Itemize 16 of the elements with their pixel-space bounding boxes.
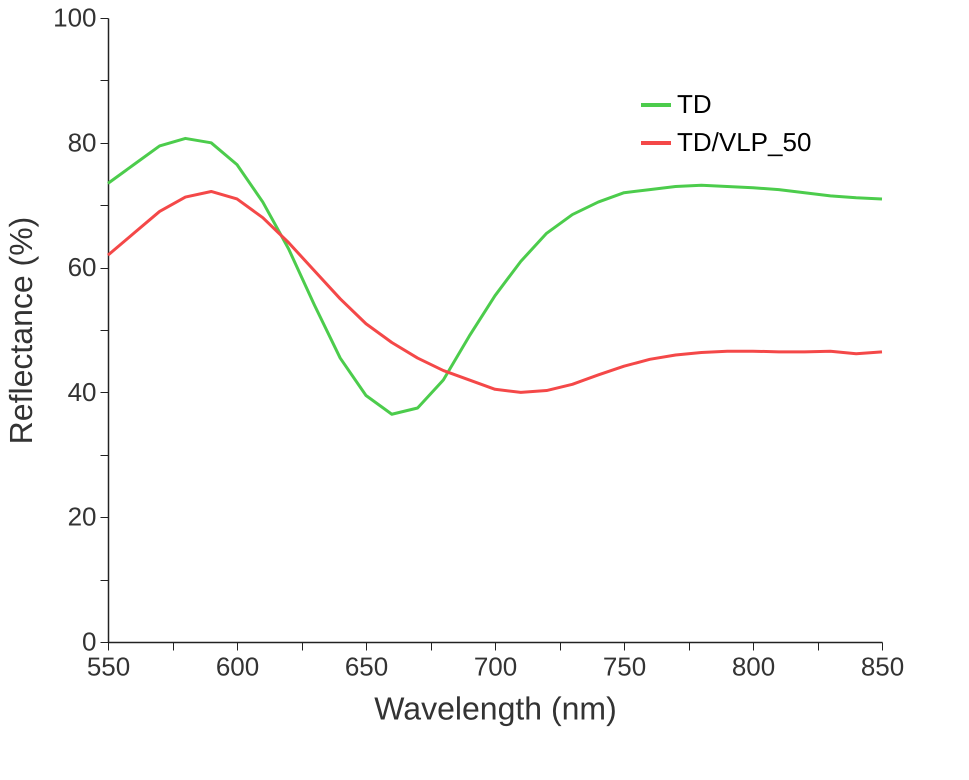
y-tick-label: 80 xyxy=(68,127,96,158)
x-tick-label: 600 xyxy=(216,652,260,682)
y-tick-label: 100 xyxy=(53,2,96,32)
x-tick-label: 700 xyxy=(474,652,518,682)
x-tick-label: 650 xyxy=(344,652,388,682)
line-series xyxy=(106,190,884,394)
legend-label: TD/VLP_50 xyxy=(677,127,812,157)
y-axis-title: Reflectance (%) xyxy=(3,216,40,444)
x-tick-label: 850 xyxy=(860,652,904,682)
x-axis-title: Wavelength (nm) xyxy=(374,690,617,726)
y-tick-label: 40 xyxy=(68,376,96,407)
x-tick-label: 800 xyxy=(732,652,776,682)
x-tick-label: 750 xyxy=(602,652,646,682)
y-tick-label: 20 xyxy=(68,502,96,532)
legend-label: TD xyxy=(677,89,712,119)
y-tick-label: 60 xyxy=(68,252,96,282)
